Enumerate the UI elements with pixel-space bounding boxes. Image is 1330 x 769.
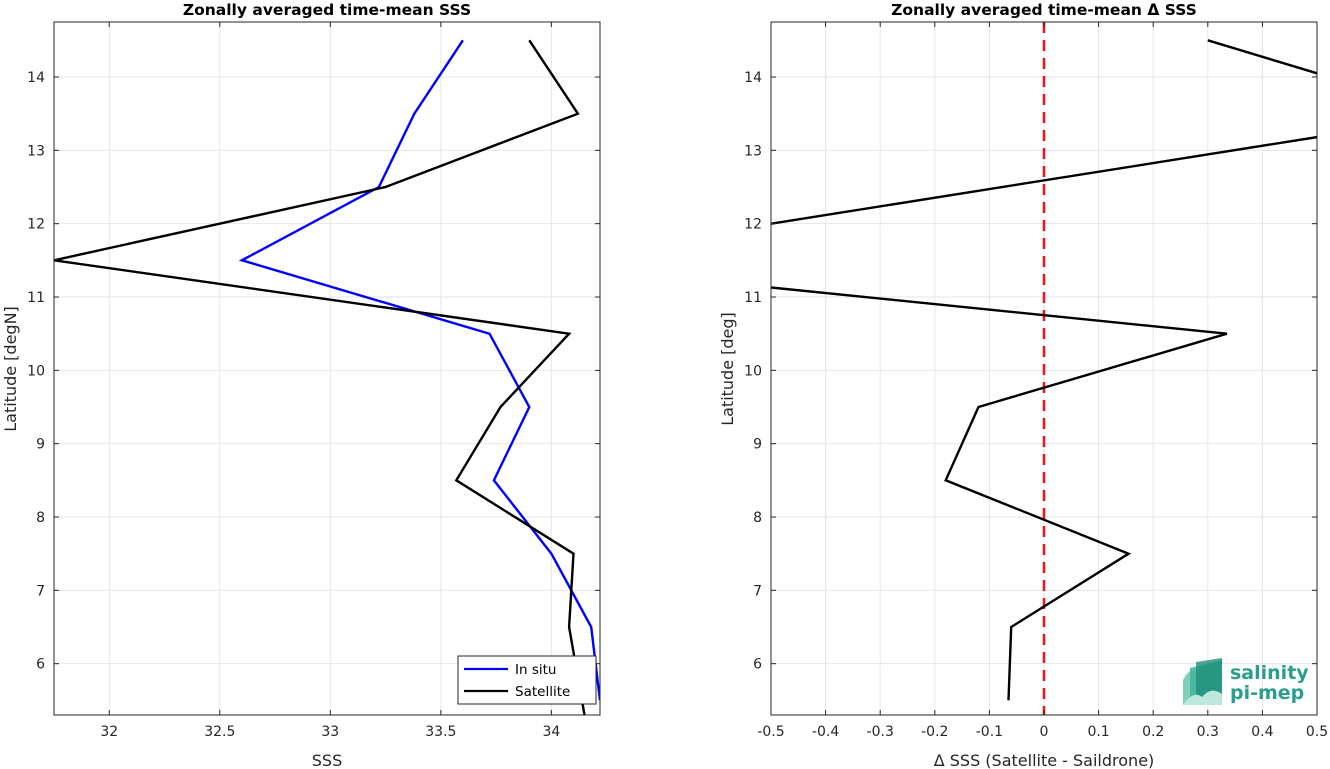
right-ticks: -0.5 -0.4 -0.3 -0.2 -0.1 0 0.1 0.2 0.3 0.4 0.5 6 7 8 9… — [744, 22, 1328, 740]
y-tick-label: 14 — [27, 70, 45, 86]
x-tick-label: 0.5 — [1306, 724, 1328, 740]
logo-waves-icon — [1183, 658, 1222, 705]
legend: In situ Satellite — [457, 655, 597, 705]
y-tick-label: 14 — [744, 70, 762, 86]
legend-box — [457, 655, 597, 705]
left-axes-background — [54, 22, 600, 715]
y-tick-label: 13 — [744, 143, 762, 159]
x-tick-label: 0.2 — [1142, 724, 1164, 740]
y-tick-label: 12 — [744, 217, 762, 233]
left-series — [54, 39, 600, 715]
x-tick-label: 0.3 — [1197, 724, 1219, 740]
salinity-pi-mep-logo: salinity pi-mep — [1183, 658, 1309, 705]
x-tick-label: 32.5 — [204, 724, 235, 740]
y-tick-label: 11 — [744, 290, 762, 306]
left-axes-box — [53, 21, 601, 716]
left-chart-title: Zonally averaged time-mean SSS — [183, 1, 471, 19]
x-tick-label: 34 — [542, 724, 560, 740]
right-y-axis-label: Latitude [deg] — [718, 312, 737, 426]
y-tick-label: 6 — [36, 657, 45, 673]
x-tick-label: -0.5 — [757, 724, 784, 740]
left-y-axis-label: Latitude [degN] — [1, 306, 20, 432]
y-tick-label: 12 — [27, 217, 45, 233]
y-tick-label: 8 — [36, 510, 45, 526]
x-tick-label: -0.3 — [867, 724, 894, 740]
y-tick-label: 7 — [36, 583, 45, 599]
y-tick-label: 10 — [27, 363, 45, 379]
y-tick-label: 6 — [753, 657, 762, 673]
y-tick-label: 9 — [36, 437, 45, 453]
right-x-axis-label: Δ SSS (Satellite - Saildrone) — [934, 751, 1155, 769]
legend-label-in-situ: In situ — [515, 662, 556, 678]
series-lines — [771, 22, 1317, 715]
delta-sss-line — [771, 286, 1228, 701]
x-tick-label: 33 — [321, 724, 339, 740]
x-tick-label: 33.5 — [425, 724, 456, 740]
logo-line1: salinity — [1230, 662, 1309, 684]
panel-right: -0.5 -0.4 -0.3 -0.2 -0.1 0 0.1 0.2 0.3 0.4 0.5 6 7 8 9… — [718, 1, 1328, 769]
x-tick-label: 0.4 — [1251, 724, 1273, 740]
x-tick-label: -0.1 — [976, 724, 1003, 740]
panel-left: 32 32.5 33 33.5 34 6 7 8 9 10 11 12 13 14 Zonally ave… — [1, 1, 601, 769]
legend-label-satellite: Satellite — [515, 684, 570, 700]
logo-line2: pi-mep — [1230, 682, 1304, 704]
y-tick-label: 9 — [753, 437, 762, 453]
right-series — [771, 22, 1317, 715]
x-tick-label: -0.2 — [921, 724, 948, 740]
left-ticks: 32 32.5 33 33.5 34 6 7 8 9 10 11 12 13 14 — [27, 22, 600, 740]
x-tick-label: -0.4 — [812, 724, 839, 740]
delta-sss-line — [771, 135, 1317, 225]
x-tick-label: 0.1 — [1087, 724, 1109, 740]
y-tick-label: 7 — [753, 583, 762, 599]
left-x-axis-label: SSS — [312, 751, 342, 769]
x-tick-label: 32 — [100, 724, 118, 740]
right-chart-title: Zonally averaged time-mean Δ SSS — [891, 1, 1197, 19]
satellite-line — [54, 39, 586, 715]
y-tick-label: 8 — [753, 510, 762, 526]
y-tick-label: 11 — [27, 290, 45, 306]
left-grid — [54, 22, 600, 715]
y-tick-label: 10 — [744, 363, 762, 379]
series-lines — [54, 39, 600, 715]
x-tick-label: 0 — [1040, 724, 1049, 740]
y-tick-label: 13 — [27, 143, 45, 159]
delta-sss-line — [1207, 39, 1317, 75]
